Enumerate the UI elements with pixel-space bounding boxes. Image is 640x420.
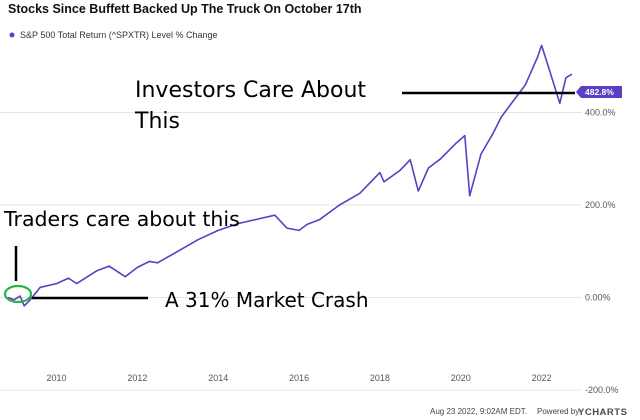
x-tick-label: 2022 (532, 373, 552, 383)
last-value-badge: 482.8% (576, 86, 622, 98)
annotation-crash: A 31% Market Crash (32, 288, 369, 312)
annotation-traders: Traders care about this (3, 207, 240, 304)
x-axis-ticks: 2010 2012 2014 2016 2018 2020 2022 (46, 373, 551, 383)
series-line (7, 44, 573, 307)
y-tick-label: 0.00% (585, 293, 611, 303)
annotation-investors-line1: Investors Care About (135, 78, 366, 103)
x-tick-label: 2018 (370, 373, 390, 383)
x-tick-label: 2010 (46, 373, 66, 383)
footer-powered-by: Powered by (537, 407, 579, 416)
annotation-investors-line2: This (134, 109, 180, 134)
y-tick-label: 400.0% (585, 108, 616, 118)
footer-brand-logo: YCHARTS (578, 407, 627, 418)
footer-timestamp: Aug 23 2022, 9:02AM EDT. (430, 407, 527, 416)
x-tick-label: 2012 (127, 373, 147, 383)
chart-title: Stocks Since Buffett Backed Up The Truck… (8, 2, 362, 16)
series-group (7, 44, 573, 307)
last-value-badge-bg (576, 86, 622, 98)
y-tick-label: -200.0% (585, 385, 619, 395)
annotation-investors: Investors Care About This (134, 78, 575, 134)
crash-highlight-circle (3, 284, 33, 304)
legend-label: S&P 500 Total Return (^SPXTR) Level % Ch… (20, 30, 218, 40)
legend-marker (9, 32, 15, 38)
annotation-traders-text: Traders care about this (3, 207, 240, 231)
y-tick-label: 200.0% (585, 200, 616, 210)
x-tick-label: 2020 (451, 373, 471, 383)
x-tick-label: 2014 (208, 373, 228, 383)
y-axis-ticks: -200.0% 0.00% 200.0% 400.0% (585, 108, 619, 396)
gridlines (0, 112, 582, 391)
last-value-label: 482.8% (585, 87, 614, 97)
x-tick-label: 2016 (289, 373, 309, 383)
footer: Aug 23 2022, 9:02AM EDT. Powered by YCHA… (430, 407, 627, 418)
annotation-crash-text: A 31% Market Crash (165, 288, 369, 312)
legend: S&P 500 Total Return (^SPXTR) Level % Ch… (9, 30, 218, 40)
